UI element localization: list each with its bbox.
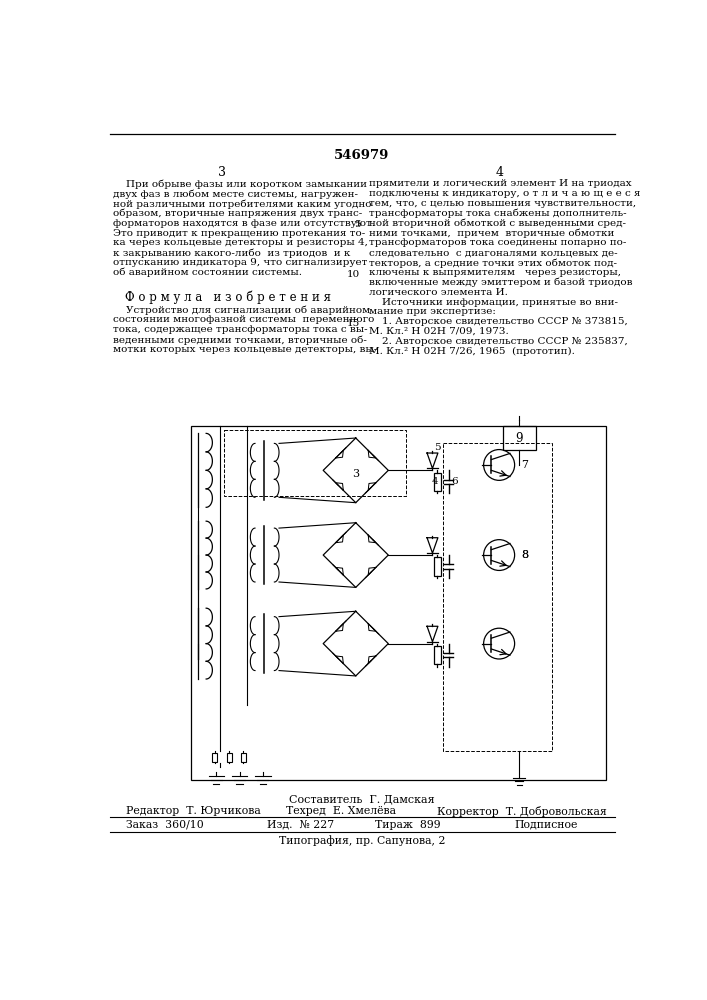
Text: 546979: 546979 — [334, 149, 390, 162]
Text: Это приводит к прекращению протекания то-: Это приводит к прекращению протекания то… — [113, 229, 366, 238]
Text: Источники информации, принятые во вни-: Источники информации, принятые во вни- — [369, 298, 618, 307]
Text: включенные между эмиттером и базой триодов: включенные между эмиттером и базой триод… — [369, 278, 633, 287]
Text: 4: 4 — [495, 166, 503, 179]
Text: трансформаторы тока снабжены дополнитель-: трансформаторы тока снабжены дополнитель… — [369, 209, 626, 218]
Text: При обрыве фазы или коротком замыкании: При обрыве фазы или коротком замыкании — [113, 179, 367, 189]
Text: 7: 7 — [521, 460, 528, 470]
Text: состоянии многофазной системы  переменного: состоянии многофазной системы переменног… — [113, 315, 375, 324]
Text: образом, вторичные напряжения двух транс-: образом, вторичные напряжения двух транс… — [113, 209, 363, 218]
Text: двух фаз в любом месте системы, нагружен-: двух фаз в любом месте системы, нагружен… — [113, 189, 358, 199]
Bar — [433, 473, 440, 491]
Text: об аварийном состоянии системы.: об аварийном состоянии системы. — [113, 268, 302, 277]
Text: ной различными потребителями каким угодно: ной различными потребителями каким угодн… — [113, 199, 372, 209]
Text: к закрыванию какого-либо  из триодов  и к: к закрыванию какого-либо из триодов и к — [113, 248, 351, 258]
Text: 8: 8 — [521, 550, 528, 560]
Text: Корректор  Т. Добровольская: Корректор Т. Добровольская — [437, 806, 607, 817]
Text: Тираж  899: Тираж 899 — [375, 820, 440, 830]
Text: ними точками,  причем  вторичные обмотки: ними точками, причем вторичные обмотки — [369, 229, 614, 238]
Bar — [227, 753, 232, 762]
Bar — [433, 557, 440, 576]
Text: 2. Авторское свидетельство СССР № 235837,: 2. Авторское свидетельство СССР № 235837… — [369, 337, 628, 346]
Text: тем, что, с целью повышения чувствительности,: тем, что, с целью повышения чувствительн… — [369, 199, 636, 208]
Text: тока, содержащее трансформаторы тока с вы-: тока, содержащее трансформаторы тока с в… — [113, 325, 368, 334]
Bar — [443, 443, 552, 751]
Text: подключены к индикатору, о т л и ч а ю щ е е с я: подключены к индикатору, о т л и ч а ю щ… — [369, 189, 641, 198]
Bar — [192, 426, 606, 780]
Text: ключены к выпрямителям   через резисторы,: ключены к выпрямителям через резисторы, — [369, 268, 621, 277]
Text: 1. Авторское свидетельство СССР № 373815,: 1. Авторское свидетельство СССР № 373815… — [369, 317, 628, 326]
Bar — [212, 753, 218, 762]
Text: Заказ  360/10: Заказ 360/10 — [126, 820, 204, 830]
Text: М. Кл.² Н 02Н 7/26, 1965  (прототип).: М. Кл.² Н 02Н 7/26, 1965 (прототип). — [369, 347, 575, 356]
Text: 8: 8 — [521, 550, 528, 560]
Bar — [224, 430, 406, 496]
Bar — [240, 753, 246, 762]
Text: 3: 3 — [218, 166, 226, 179]
Bar — [433, 646, 440, 664]
Text: 5: 5 — [434, 443, 440, 452]
Text: 3: 3 — [352, 469, 359, 479]
Text: отпусканию индикатора 9, что сигнализирует: отпусканию индикатора 9, что сигнализиру… — [113, 258, 368, 267]
Text: М. Кл.² Н 02Н 7/09, 1973.: М. Кл.² Н 02Н 7/09, 1973. — [369, 327, 508, 336]
Text: мотки которых через кольцевые детекторы, вы-: мотки которых через кольцевые детекторы,… — [113, 345, 378, 354]
Text: мание при экспертизе:: мание при экспертизе: — [369, 307, 496, 316]
Text: следовательно  с диагоналями кольцевых де-: следовательно с диагоналями кольцевых де… — [369, 248, 617, 257]
Text: Составитель  Г. Дамская: Составитель Г. Дамская — [289, 794, 435, 804]
Text: Устройство для сигнализации об аварийном: Устройство для сигнализации об аварийном — [113, 306, 370, 315]
Text: ной вторичной обмоткой с выведенными сред-: ной вторичной обмоткой с выведенными сре… — [369, 219, 626, 228]
Text: 10: 10 — [347, 270, 361, 279]
Text: Ф о р м у л а   и з о б р е т е н и я: Ф о р м у л а и з о б р е т е н и я — [125, 290, 331, 304]
Text: трансформаторов тока соединены попарно по-: трансформаторов тока соединены попарно п… — [369, 238, 626, 247]
Text: Подписное: Подписное — [515, 820, 578, 830]
Bar — [503, 426, 535, 450]
Text: логического элемента И.: логического элемента И. — [369, 288, 508, 297]
Text: прямители и логический элемент И на триодах: прямители и логический элемент И на трио… — [369, 179, 631, 188]
Text: Редактор  Т. Юрчикова: Редактор Т. Юрчикова — [126, 806, 260, 816]
Text: 5: 5 — [354, 220, 361, 229]
Text: 15: 15 — [347, 319, 361, 328]
Text: форматоров находятся в фазе или отсутствуют.: форматоров находятся в фазе или отсутств… — [113, 219, 375, 228]
Text: Типография, пр. Сапунова, 2: Типография, пр. Сапунова, 2 — [279, 835, 445, 846]
Text: Техред  Е. Хмелёва: Техред Е. Хмелёва — [286, 806, 396, 816]
Text: 4: 4 — [432, 477, 438, 486]
Text: ка через кольцевые детекторы и резисторы 4,: ка через кольцевые детекторы и резисторы… — [113, 238, 368, 247]
Text: веденными средними точками, вторичные об-: веденными средними точками, вторичные об… — [113, 335, 367, 345]
Text: Изд.  № 227: Изд. № 227 — [267, 820, 334, 830]
Text: текторов, а средние точки этих обмоток под-: текторов, а средние точки этих обмоток п… — [369, 258, 617, 268]
Text: 6: 6 — [451, 477, 457, 486]
Text: 9: 9 — [515, 432, 523, 445]
